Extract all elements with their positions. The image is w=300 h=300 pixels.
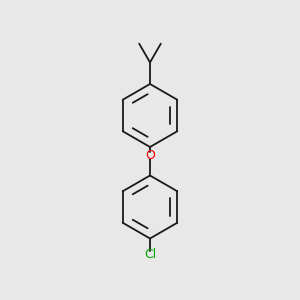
Text: O: O (145, 149, 155, 162)
Text: Cl: Cl (144, 248, 156, 261)
